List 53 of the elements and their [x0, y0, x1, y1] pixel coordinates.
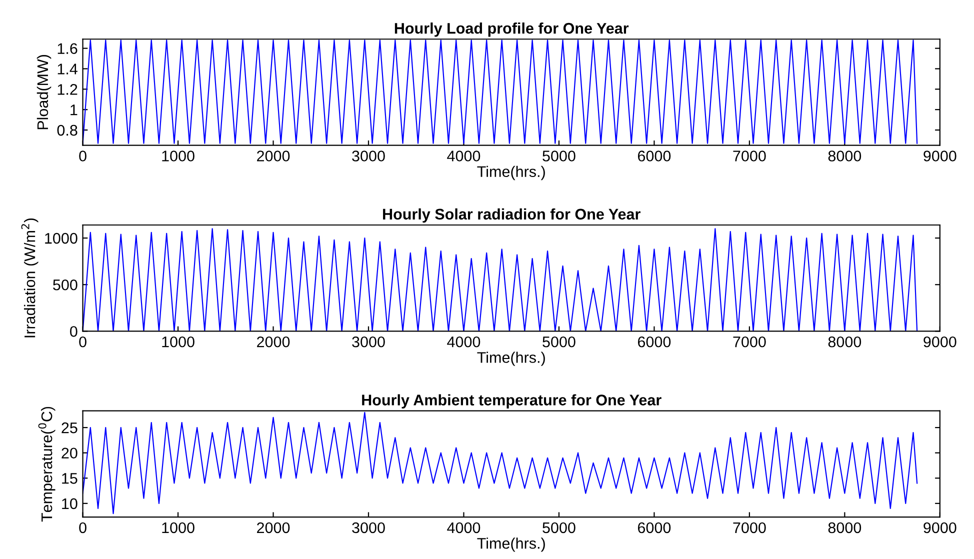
- x-tick-label: 4000: [447, 336, 480, 348]
- x-tick-label: 5000: [542, 150, 576, 162]
- x-tick-label: 8000: [828, 522, 862, 534]
- x-tick-label: 0: [79, 150, 86, 162]
- x-tick-label: 5000: [542, 522, 576, 534]
- x-tick-label: 6000: [638, 336, 671, 348]
- y-tick-label: 20: [62, 448, 78, 459]
- x-tick-label: 2000: [257, 336, 290, 348]
- x-tick-label: 0: [79, 336, 86, 348]
- chart-title: Hourly Solar radiadion for One Year: [383, 208, 640, 223]
- y-tick-label: 10: [62, 498, 78, 510]
- y-tick-label: 25: [62, 422, 78, 434]
- x-axis-title: Time(hrs.): [477, 166, 545, 180]
- x-tick-label: 6000: [638, 522, 671, 534]
- y-tick-label: 15: [62, 473, 78, 484]
- y-tick-label: 0: [70, 326, 78, 337]
- x-tick-label: 9000: [924, 522, 956, 534]
- x-tick-label: 3000: [352, 522, 385, 534]
- x-tick-label: 1000: [162, 522, 194, 534]
- x-axis-title: Time(hrs.): [477, 352, 545, 366]
- x-tick-label: 8000: [828, 336, 862, 348]
- chart-title: Hourly Load profile for One Year: [394, 22, 629, 37]
- x-tick-label: 3000: [352, 150, 385, 162]
- x-tick-label: 9000: [924, 336, 956, 348]
- x-tick-label: 5000: [542, 336, 576, 348]
- x-tick-label: 2000: [257, 522, 290, 534]
- y-axis-title: Pload(MW): [36, 54, 52, 130]
- y-tick-label: 1.4: [58, 64, 78, 74]
- y-tick-label: 1.6: [58, 43, 78, 54]
- x-tick-label: 8000: [828, 150, 862, 162]
- x-tick-label: 4000: [447, 522, 480, 534]
- x-tick-label: 7000: [733, 522, 766, 534]
- y-tick-label: 1: [70, 104, 78, 116]
- x-tick-label: 0: [79, 522, 86, 534]
- x-tick-label: 6000: [638, 150, 671, 162]
- line-series: [82, 412, 918, 514]
- y-axis-title: Irradiation (W/m$^{2}$): [21, 218, 38, 338]
- x-tick-label: 1000: [162, 150, 194, 162]
- x-tick-label: 1000: [162, 336, 194, 348]
- y-tick-label: 500: [53, 279, 78, 290]
- x-axis-title: Time(hrs.): [477, 538, 545, 552]
- x-tick-label: 2000: [257, 150, 290, 162]
- chart-title: Hourly Ambient temperature for One Year: [362, 394, 662, 408]
- y-tick-label: 1000: [45, 232, 78, 244]
- x-tick-label: 3000: [352, 336, 385, 348]
- x-tick-label: 9000: [924, 150, 956, 162]
- y-tick-label: 0.8: [57, 124, 78, 136]
- line-series: [82, 228, 918, 332]
- x-tick-label: 4000: [447, 150, 480, 162]
- y-tick-label: 1.2: [58, 84, 78, 95]
- x-tick-label: 7000: [733, 150, 766, 162]
- x-tick-label: 7000: [733, 336, 766, 348]
- y-axis-title: Temperature($^{0}$C): [38, 406, 56, 522]
